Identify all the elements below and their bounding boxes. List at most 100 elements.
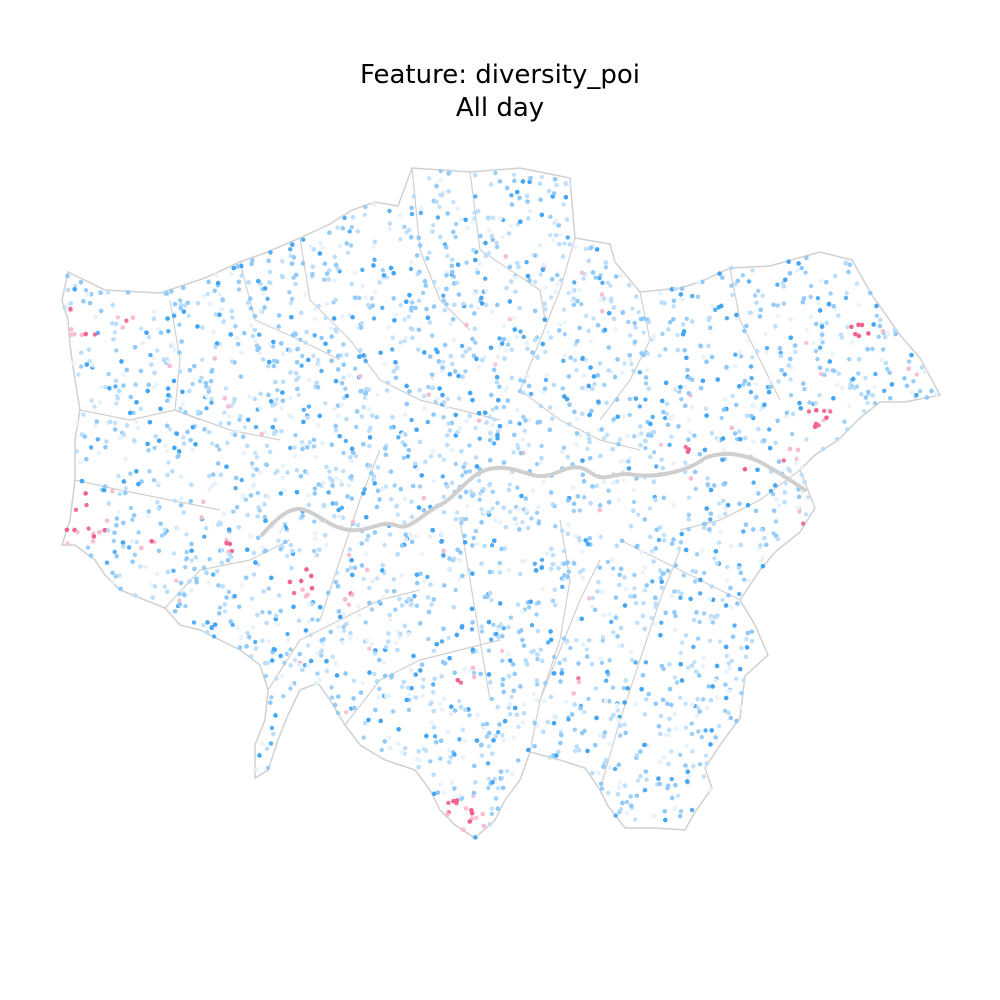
data-point xyxy=(230,622,235,627)
data-point xyxy=(601,436,607,441)
data-point xyxy=(477,436,482,441)
data-point xyxy=(330,501,335,506)
data-point xyxy=(328,325,333,331)
data-point xyxy=(584,647,590,652)
data-point xyxy=(303,340,308,345)
data-point xyxy=(254,454,260,460)
data-point xyxy=(475,541,480,546)
data-point xyxy=(621,686,626,691)
data-point xyxy=(229,548,235,554)
data-point xyxy=(396,435,401,440)
data-point xyxy=(501,323,507,329)
data-point xyxy=(558,729,563,734)
data-point xyxy=(574,368,579,373)
data-point xyxy=(637,404,642,409)
data-point xyxy=(496,786,501,791)
data-point xyxy=(243,497,249,502)
data-point xyxy=(209,441,215,446)
data-point xyxy=(274,397,279,402)
data-point xyxy=(628,333,633,338)
data-point xyxy=(459,343,465,349)
data-point xyxy=(268,250,273,255)
data-point xyxy=(663,347,668,352)
data-point xyxy=(725,578,730,583)
data-point xyxy=(418,210,424,216)
borough-boundary xyxy=(344,639,501,726)
data-point xyxy=(693,579,698,584)
data-point xyxy=(362,487,367,492)
data-point xyxy=(154,382,159,387)
data-point xyxy=(131,410,136,415)
data-point xyxy=(597,276,602,281)
data-point xyxy=(303,292,308,297)
data-point xyxy=(766,378,772,383)
data-point xyxy=(562,241,567,246)
data-point xyxy=(114,348,119,353)
data-point xyxy=(197,379,203,384)
data-point xyxy=(580,549,585,554)
data-point xyxy=(671,461,676,466)
data-point xyxy=(369,607,375,612)
data-point xyxy=(521,414,526,420)
data-point xyxy=(453,221,459,227)
data-point xyxy=(231,509,236,514)
data-point xyxy=(183,565,188,570)
data-point xyxy=(306,378,312,383)
borough-boundary xyxy=(599,549,681,791)
data-point xyxy=(748,310,754,315)
data-point xyxy=(151,355,156,360)
data-point xyxy=(600,280,605,285)
data-point xyxy=(530,488,536,493)
data-point xyxy=(218,307,223,312)
data-point xyxy=(154,571,160,576)
data-point xyxy=(408,266,414,272)
data-point xyxy=(539,174,544,180)
data-point xyxy=(543,377,549,383)
data-point xyxy=(284,651,289,657)
data-point xyxy=(662,415,668,421)
data-point xyxy=(768,488,774,494)
data-point xyxy=(639,431,644,436)
data-point xyxy=(288,686,293,691)
data-point xyxy=(543,285,548,290)
data-point xyxy=(643,381,649,386)
data-point xyxy=(290,296,295,302)
data-point xyxy=(79,364,84,369)
data-point xyxy=(460,727,465,732)
data-point xyxy=(489,806,495,811)
data-point xyxy=(209,396,214,401)
data-point xyxy=(808,283,814,289)
data-point xyxy=(586,696,591,702)
data-point xyxy=(476,365,482,370)
data-point xyxy=(479,629,485,634)
data-point xyxy=(490,506,495,511)
data-point xyxy=(799,465,805,471)
data-point xyxy=(632,434,637,439)
data-point xyxy=(643,397,648,402)
data-point xyxy=(690,293,695,299)
data-point xyxy=(312,316,317,321)
data-point xyxy=(554,182,559,188)
data-point xyxy=(561,636,567,641)
data-point xyxy=(529,623,535,628)
data-point xyxy=(716,540,722,545)
data-point xyxy=(652,450,657,455)
data-point xyxy=(441,415,446,420)
data-point xyxy=(298,337,303,342)
data-point xyxy=(151,478,157,483)
data-point xyxy=(339,505,345,510)
data-point xyxy=(366,533,371,539)
data-point xyxy=(453,461,458,467)
data-point xyxy=(605,280,611,285)
data-point xyxy=(641,330,646,335)
data-point xyxy=(557,660,562,666)
data-point xyxy=(782,372,787,377)
data-point xyxy=(238,413,243,419)
data-point xyxy=(873,371,878,377)
data-point xyxy=(600,635,606,640)
data-point xyxy=(269,695,274,700)
data-point xyxy=(672,589,677,594)
data-point xyxy=(724,564,730,570)
data-point xyxy=(105,290,111,295)
data-point xyxy=(421,394,427,399)
